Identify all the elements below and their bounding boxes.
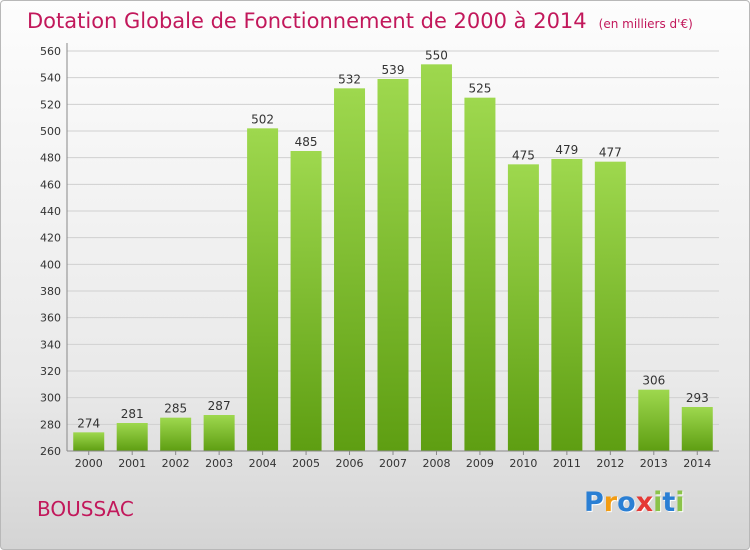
logo-letter: x: [635, 487, 654, 518]
y-tick-label: 420: [40, 232, 61, 245]
y-tick-label: 360: [40, 312, 61, 325]
value-label-2008: 550: [425, 48, 448, 62]
bar-2006: [334, 88, 366, 451]
bar-2007: [377, 79, 409, 451]
x-tick-label-2012: 2012: [596, 457, 624, 470]
bar-2004: [247, 128, 279, 451]
bar-2013: [638, 389, 670, 451]
value-label-2000: 274: [77, 416, 100, 430]
logo-letter: o: [617, 487, 636, 518]
proxiti-logo: Proxiti: [584, 487, 685, 518]
logo-letter: i: [675, 487, 685, 518]
value-label-2007: 539: [382, 63, 405, 77]
x-tick-label-2014: 2014: [683, 457, 711, 470]
commune-name: BOUSSAC: [37, 497, 134, 521]
value-label-2002: 285: [164, 402, 187, 416]
bar-2002: [160, 417, 192, 451]
value-label-2014: 293: [686, 391, 709, 405]
bar-2011: [551, 159, 583, 451]
x-tick-label-2000: 2000: [75, 457, 103, 470]
y-tick-label: 320: [40, 365, 61, 378]
y-tick-label: 560: [40, 45, 61, 58]
logo-letter: P: [584, 487, 604, 518]
x-tick-label-2004: 2004: [249, 457, 277, 470]
x-tick-label-2005: 2005: [292, 457, 320, 470]
y-tick-label: 540: [40, 72, 61, 85]
y-tick-label: 460: [40, 178, 61, 191]
value-label-2013: 306: [642, 374, 665, 388]
value-label-2003: 287: [208, 399, 231, 413]
x-tick-label-2003: 2003: [205, 457, 233, 470]
title-text: Dotation Globale de Fonctionnement de 20…: [27, 9, 587, 33]
x-tick-label-2009: 2009: [466, 457, 494, 470]
y-tick-label: 280: [40, 418, 61, 431]
y-tick-label: 480: [40, 152, 61, 165]
x-tick-label-2001: 2001: [118, 457, 146, 470]
x-tick-label-2006: 2006: [336, 457, 364, 470]
chart-title: Dotation Globale de Fonctionnement de 20…: [27, 9, 693, 33]
bar-2010: [507, 164, 539, 452]
y-tick-label: 260: [40, 445, 61, 458]
bar-2012: [594, 161, 626, 451]
bar-2005: [290, 151, 322, 451]
x-tick-label-2008: 2008: [422, 457, 450, 470]
value-label-2009: 525: [468, 82, 491, 96]
value-label-2010: 475: [512, 148, 535, 162]
x-tick-label-2007: 2007: [379, 457, 407, 470]
y-tick-label: 340: [40, 338, 61, 351]
x-tick-label-2010: 2010: [509, 457, 537, 470]
bar-2003: [203, 415, 235, 451]
value-label-2001: 281: [121, 407, 144, 421]
value-label-2006: 532: [338, 72, 361, 86]
bar-2009: [464, 97, 496, 452]
y-tick-label: 400: [40, 258, 61, 271]
y-tick-label: 380: [40, 285, 61, 298]
logo-letter: t: [662, 487, 676, 518]
y-tick-label: 300: [40, 392, 61, 405]
y-tick-label: 500: [40, 125, 61, 138]
bar-2008: [420, 64, 452, 452]
value-label-2012: 477: [599, 146, 622, 160]
logo-letter: r: [603, 487, 618, 518]
bar-2001: [116, 423, 148, 451]
y-tick-label: 520: [40, 98, 61, 111]
bar-2000: [73, 432, 105, 451]
x-tick-label-2002: 2002: [162, 457, 190, 470]
value-label-2011: 479: [555, 143, 578, 157]
title-unit: (en milliers d'€): [598, 17, 693, 31]
logo-letter: i: [653, 487, 663, 518]
x-tick-label-2013: 2013: [640, 457, 668, 470]
value-label-2005: 485: [295, 135, 318, 149]
x-tick-label-2011: 2011: [553, 457, 581, 470]
y-tick-label: 440: [40, 205, 61, 218]
value-label-2004: 502: [251, 112, 274, 126]
bar-2014: [681, 407, 713, 451]
